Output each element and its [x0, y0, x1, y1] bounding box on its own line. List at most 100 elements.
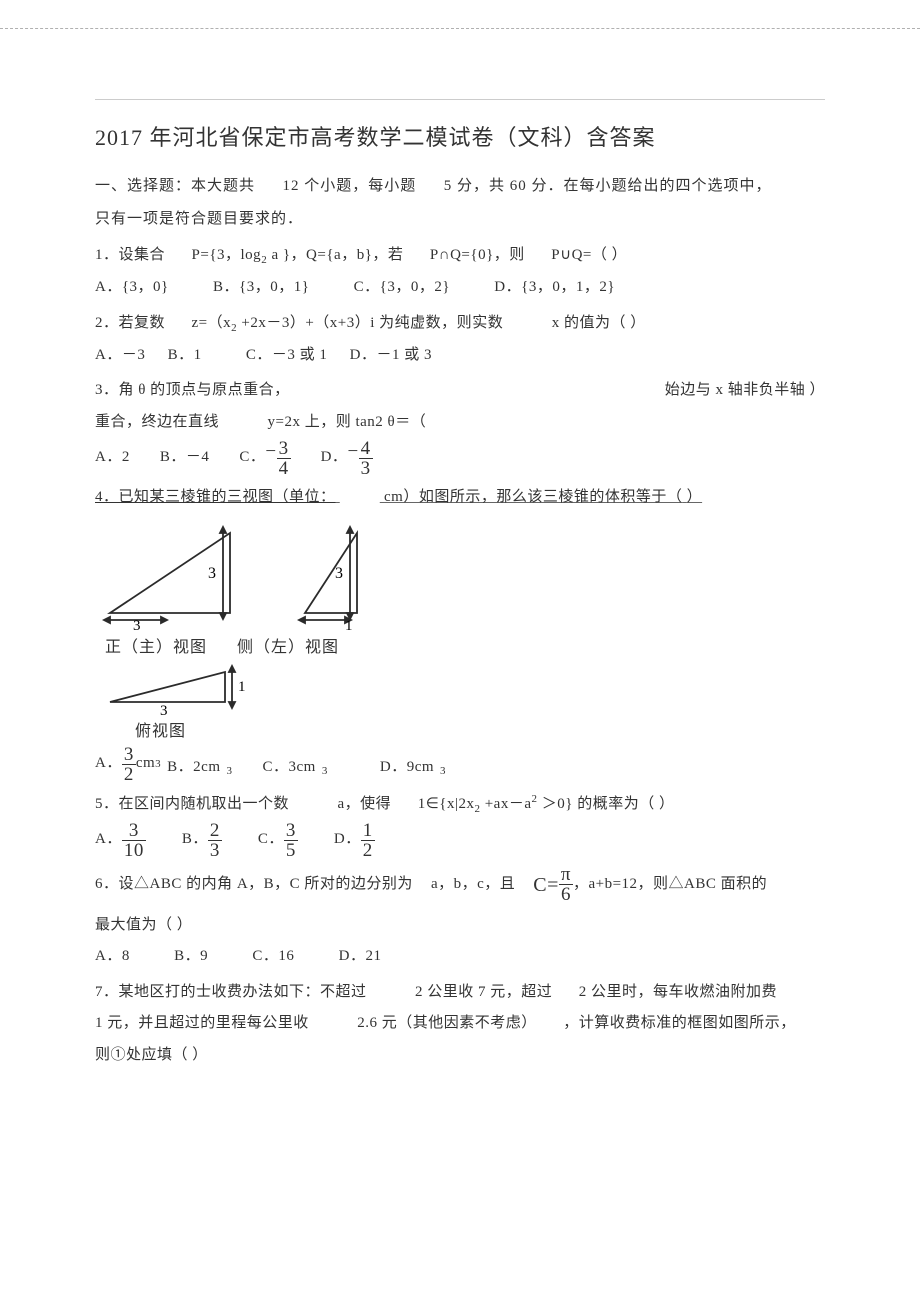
q7-1c: 2 公里时，每车收燃油附加费	[579, 984, 777, 1000]
side-view: 1 3	[285, 518, 385, 633]
q5-Bn: 2	[208, 821, 222, 841]
sec1-m1: 个小题，每小题	[304, 178, 416, 194]
q4-A-frac: 3 2	[122, 745, 136, 784]
q1-C: C．{3，0，2}	[354, 279, 450, 295]
q5-b: a，使得	[338, 796, 392, 812]
q2-c: +2x－3）+（x+3）i 为纯虚数，则实数	[241, 315, 503, 331]
q2-d: x 的值为（	[552, 315, 626, 331]
q3-Cn: 3	[277, 439, 291, 459]
q2-a: 2．若复数	[95, 315, 165, 331]
doc-title: 2017 年河北省保定市高考数学二模试卷（文科）含答案	[95, 120, 825, 152]
q6-e: ）	[177, 917, 193, 933]
q1-a: 1．设集合	[95, 247, 165, 263]
q3-Dpre: D．	[321, 442, 348, 474]
q7-2a: 1 元，并且超过的里程每公里收	[95, 1015, 309, 1031]
q3-Cd: 4	[277, 459, 291, 478]
sec1-pts: 5	[444, 178, 453, 194]
q1: 1．设集合 P={3，log2 a }，Q={a，b}，若 P∩Q={0}，则 …	[95, 240, 825, 272]
q7-1b: 2 公里收 7 元，超过	[415, 984, 552, 1000]
sec1-n: 12	[283, 178, 300, 194]
q6-B: B．9	[174, 948, 208, 964]
q4-C: C．3cm	[263, 752, 316, 784]
sec1-total: 60	[510, 178, 527, 194]
q7-2c: ，计算收费标准的框图如图所示，	[563, 1015, 796, 1031]
q6: 6．设△ABC 的内角 A，B，C 所对的边分别为 a，b，c，且 C= π6 …	[95, 864, 825, 906]
q3-C-frac: 3 4	[277, 439, 291, 478]
q3: 3．角 θ 的顶点与原点重合， 始边与 x 轴非负半轴 ） 重合，终边在直线 y…	[95, 375, 825, 438]
q6-Cd: 6	[559, 885, 573, 904]
q4-D: D．9cm	[380, 752, 434, 784]
q1-f: ）	[612, 247, 628, 263]
q4-B: B．2cm	[167, 752, 220, 784]
sec1-m3: 分．在每小题给出的四个选项中，	[532, 178, 772, 194]
q1-D: D．{3，0，1，2}	[494, 279, 615, 295]
q1-c: a }，Q={a，b}，若	[271, 247, 403, 263]
q6-a: 6．设△ABC 的内角 A，B，C 所对的边分别为	[95, 869, 413, 901]
q4-Ad: 2	[122, 765, 136, 784]
side-h-label: 3	[335, 565, 343, 582]
q6-b: a，b，c，且	[431, 869, 515, 901]
q5-Cd: 5	[284, 841, 298, 860]
front-h-label: 3	[208, 565, 216, 582]
sec1-m2: 分，共	[457, 178, 505, 194]
q2-e: ）	[630, 315, 646, 331]
q5-Dn: 1	[361, 821, 375, 841]
section1-heading: 一、选择题：本大题共 12 个小题，每小题 5 分，共 60 分．在每小题给出的…	[95, 170, 825, 236]
q3-l2a: 重合，终边在直线	[95, 414, 219, 430]
front-view-label: 正（主）视图	[105, 633, 207, 657]
q4-b: cm）如图所示，那么该三棱锥的体积等于（	[384, 489, 682, 505]
side-base-label: 1	[345, 618, 353, 633]
front-view: 3 3	[95, 518, 245, 633]
q3-l1c: ）	[809, 382, 825, 398]
q2: 2．若复数 z=（x2 +2x－3）+（x+3）i 为纯虚数，则实数 x 的值为…	[95, 308, 825, 340]
q6-Cl: C=	[533, 864, 559, 906]
q1-e: P∪Q=（	[551, 247, 607, 263]
q1-B: B．{3，0，1}	[213, 279, 309, 295]
q7-2b: 2.6 元（其他因素不考虑）	[357, 1015, 537, 1031]
q3-l1a: 3．角 θ 的顶点与原点重合，	[95, 375, 290, 407]
q6-c: ，a+b=12，则△ABC 面积的	[573, 869, 767, 901]
q3-A: A．2	[95, 442, 130, 474]
q5-Ad: 10	[122, 841, 146, 860]
q6-options: A．8 B．9 C．16 D．21	[95, 941, 825, 973]
q5-e: ＞0} 的概率为（	[542, 796, 655, 812]
q2-C: C．－3 或 1	[246, 347, 328, 363]
q2-A: A．－3	[95, 347, 145, 363]
q1-d: P∩Q={0}，则	[430, 247, 525, 263]
sec1-l2: 只有一项是符合题目要求的．	[95, 211, 303, 227]
q6-d: 最大值为（	[95, 917, 173, 933]
q3-options: A．2 B．－4 C． − 3 4 D． − 4 3	[95, 438, 825, 478]
q7-1a: 7．某地区打的士收费办法如下：不超过	[95, 984, 367, 1000]
q6-D: D．21	[339, 948, 382, 964]
q4-a: 4．已知某三棱锥的三视图（单位：	[95, 489, 336, 505]
page-top-rule	[0, 28, 920, 29]
q4-Apre: A．	[95, 748, 122, 780]
q5-d: +ax－a	[485, 796, 532, 812]
q3-Dn: 4	[359, 439, 373, 459]
q2-D: D．－1 或 3	[350, 347, 432, 363]
top-base-label: 3	[160, 703, 168, 717]
q4-Dcube: 3	[440, 760, 446, 783]
q5-An: 3	[122, 821, 146, 841]
q4-Aunit: cm	[136, 748, 155, 780]
q5-sq2: 2	[532, 793, 538, 805]
q4-Bcube: 3	[227, 760, 233, 783]
q4-Ccube: 3	[322, 760, 328, 783]
q3-l1b: 始边与 x 轴非负半轴	[665, 382, 806, 398]
q3-l2b: y=2x 上，则 tan2 θ＝（	[268, 414, 427, 430]
q2-B: B．1	[168, 347, 202, 363]
q2-b: z=（x	[192, 315, 232, 331]
three-views: 3 3	[95, 518, 825, 741]
q1-logsub: 2	[261, 254, 267, 266]
q5-Bd: 3	[208, 841, 222, 860]
q6-C: C．16	[252, 948, 294, 964]
q3-B: B．－4	[160, 442, 210, 474]
q7-3b: ）	[192, 1047, 208, 1063]
q6-A: A．8	[95, 948, 130, 964]
q5-Cn: 3	[284, 821, 298, 841]
top-view: 1 3	[95, 657, 825, 717]
q5: 5．在区间内随机取出一个数 a，使得 1∈{x|2x2 +ax－a2 ＞0} 的…	[95, 788, 825, 821]
q2-options: A．－3 B．1 C．－3 或 1 D．－1 或 3	[95, 340, 825, 372]
q5-Cpre: C．	[258, 824, 284, 856]
q7-3: 则①处应填（	[95, 1047, 188, 1063]
